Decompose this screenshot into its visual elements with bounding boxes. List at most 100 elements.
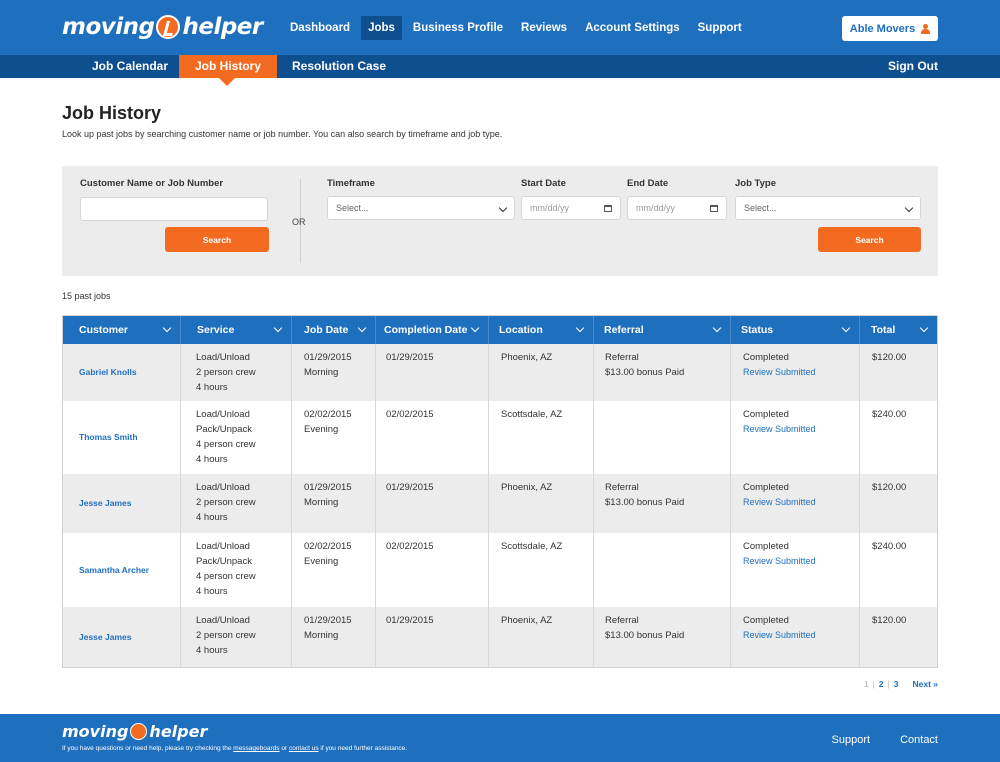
- job-type-select[interactable]: Select...: [735, 196, 921, 220]
- main-nav: Dashboard Jobs Business Profile Reviews …: [283, 16, 753, 40]
- nav-support[interactable]: Support: [697, 22, 742, 34]
- filter-search-button[interactable]: Search: [818, 227, 921, 252]
- column-status[interactable]: Status: [731, 316, 860, 344]
- customer-link[interactable]: Jesse James: [79, 498, 132, 508]
- job-history-table: Customer Service Job Date Completion Dat…: [62, 315, 938, 668]
- customer-cell: Samantha Archer: [63, 533, 181, 607]
- service-line: Load/Unload: [196, 482, 250, 493]
- column-completion-date[interactable]: Completion Date: [376, 316, 489, 344]
- nav-account-settings[interactable]: Account Settings: [585, 22, 680, 34]
- customer-link[interactable]: Thomas Smith: [79, 432, 138, 442]
- job-date-cell: 02/02/2015 Evening: [292, 401, 376, 474]
- subnav-job-calendar[interactable]: Job Calendar: [92, 59, 169, 73]
- column-label: Location: [499, 324, 543, 336]
- service-line: 2 person crew: [196, 497, 256, 508]
- review-link[interactable]: Review Submitted: [743, 556, 816, 566]
- review-link[interactable]: Review Submitted: [743, 497, 816, 507]
- table-row: Samantha Archer Load/Unload Pack/Unpack 4 …: [63, 533, 937, 607]
- page-2-link[interactable]: 2: [878, 679, 884, 689]
- completion-date-cell: 01/29/2015: [376, 474, 489, 533]
- referral-cell: [594, 533, 731, 607]
- referral-cell: Referral $13.00 bonus Paid: [594, 474, 731, 533]
- column-customer[interactable]: Customer: [63, 316, 181, 344]
- service-line: 4 hours: [196, 586, 228, 597]
- note-text: if you need further assistance.: [318, 745, 408, 752]
- customer-link[interactable]: Gabriel Knolls: [79, 367, 137, 377]
- completion-date-cell: 01/29/2015: [376, 344, 489, 401]
- column-job-date[interactable]: Job Date: [292, 316, 376, 344]
- chevron-down-icon: [498, 203, 508, 213]
- location-cell: Phoenix, AZ: [489, 607, 594, 667]
- job-time: Morning: [304, 497, 339, 508]
- job-type-value: Select...: [744, 203, 777, 213]
- footer: moving helper If you have questions or n…: [0, 714, 1000, 762]
- review-link[interactable]: Review Submitted: [743, 630, 816, 640]
- name-search-input[interactable]: [80, 197, 268, 221]
- status-cell: Completed Review Submitted: [731, 607, 860, 667]
- status-text: Completed: [743, 482, 789, 493]
- logo-mark-icon: [156, 15, 181, 39]
- account-button[interactable]: Able Movers: [842, 16, 938, 41]
- chevron-down-icon: [470, 323, 480, 333]
- page-description: Look up past jobs by searching customer …: [62, 129, 503, 139]
- referral-line: $13.00 bonus Paid: [605, 367, 685, 378]
- referral-cell: Referral $13.00 bonus Paid: [594, 607, 731, 667]
- job-date: 01/29/2015: [304, 482, 352, 493]
- table-row: Thomas Smith Load/Unload Pack/Unpack 4 per…: [63, 401, 937, 474]
- customer-link[interactable]: Samantha Archer: [79, 564, 150, 575]
- service-line: Load/Unload: [196, 409, 250, 420]
- job-time: Morning: [304, 367, 339, 378]
- logo[interactable]: moving helper: [62, 12, 263, 42]
- job-date: 01/29/2015: [304, 352, 352, 363]
- end-date-input[interactable]: mm/dd/yy: [627, 196, 727, 220]
- page-3-link[interactable]: 3: [893, 679, 899, 689]
- job-date: 01/29/2015: [304, 615, 352, 626]
- location-cell: Scottsdale, AZ: [489, 533, 594, 607]
- service-line: 4 person crew: [196, 571, 256, 582]
- logo-text-left: moving: [62, 14, 155, 40]
- column-label: Referral: [604, 324, 644, 336]
- footer-contact-link[interactable]: Contact: [900, 734, 938, 746]
- name-search-button[interactable]: Search: [165, 227, 269, 252]
- timeframe-select[interactable]: Select...: [327, 196, 515, 220]
- job-time: Morning: [304, 630, 339, 641]
- footer-logo[interactable]: moving helper: [62, 722, 207, 741]
- name-search-label: Customer Name or Job Number: [80, 178, 224, 189]
- start-date-input[interactable]: mm/dd/yy: [521, 196, 621, 220]
- customer-link[interactable]: Jesse James: [79, 631, 132, 642]
- column-service[interactable]: Service: [181, 316, 292, 344]
- job-time: Evening: [304, 556, 339, 567]
- column-label: Customer: [79, 324, 129, 336]
- column-referral[interactable]: Referral: [594, 316, 731, 344]
- page-separator: |: [887, 679, 890, 689]
- job-date-cell: 02/02/2015 Evening: [292, 533, 376, 607]
- footer-support-link[interactable]: Support: [831, 734, 871, 746]
- location-cell: Scottsdale, AZ: [489, 401, 594, 474]
- subnav-resolution-case[interactable]: Resolution Case: [292, 59, 387, 73]
- next-page-link[interactable]: Next »: [912, 679, 938, 689]
- messageboards-link[interactable]: messageboards: [233, 745, 280, 752]
- review-link[interactable]: Review Submitted: [743, 424, 816, 434]
- status-cell: Completed Review Submitted: [731, 344, 860, 401]
- column-location[interactable]: Location: [489, 316, 594, 344]
- chevron-down-icon: [357, 323, 367, 333]
- column-label: Total: [871, 324, 896, 336]
- chevron-down-icon: [162, 323, 172, 333]
- nav-business-profile[interactable]: Business Profile: [412, 22, 504, 34]
- referral-line: Referral: [605, 482, 639, 493]
- chevron-down-icon: [273, 323, 283, 333]
- active-tab-caret-icon: [219, 78, 235, 86]
- column-label: Job Date: [304, 324, 349, 336]
- footer-help-note: If you have questions or need help, plea…: [62, 745, 407, 752]
- nav-reviews[interactable]: Reviews: [521, 22, 568, 34]
- status-text: Completed: [743, 409, 789, 420]
- subnav-job-history[interactable]: Job History: [179, 55, 278, 78]
- contact-us-link[interactable]: contact us: [288, 745, 319, 752]
- job-date-cell: 01/29/2015 Morning: [292, 607, 376, 667]
- sign-out-link[interactable]: Sign Out: [888, 59, 938, 73]
- nav-jobs[interactable]: Jobs: [361, 16, 402, 40]
- column-total[interactable]: Total: [860, 316, 937, 344]
- review-link[interactable]: Review Submitted: [743, 367, 816, 377]
- nav-dashboard[interactable]: Dashboard: [290, 22, 351, 34]
- or-label: OR: [292, 217, 306, 227]
